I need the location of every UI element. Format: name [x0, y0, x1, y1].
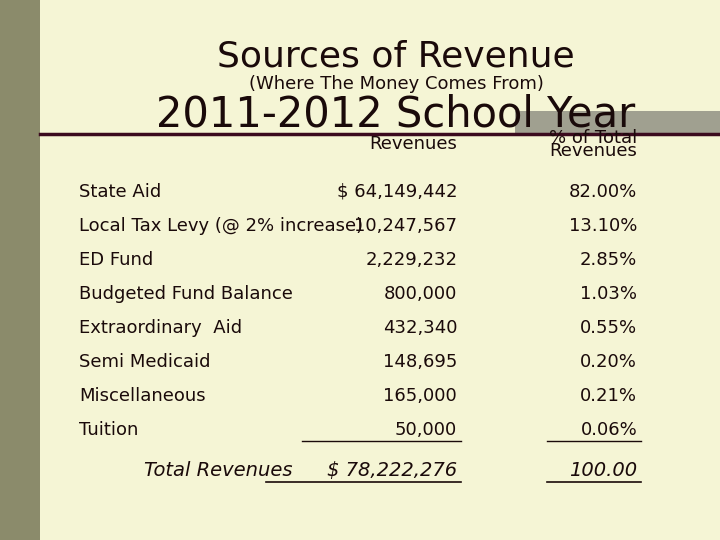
Text: 2,229,232: 2,229,232 — [365, 251, 457, 269]
Text: 13.10%: 13.10% — [569, 217, 637, 235]
Text: 0.55%: 0.55% — [580, 319, 637, 337]
Text: Local Tax Levy (@ 2% increase): Local Tax Levy (@ 2% increase) — [79, 217, 364, 235]
Text: 1.03%: 1.03% — [580, 285, 637, 303]
Text: Tuition: Tuition — [79, 421, 138, 439]
Text: Miscellaneous: Miscellaneous — [79, 387, 206, 405]
Text: 165,000: 165,000 — [384, 387, 457, 405]
Text: $ 78,222,276: $ 78,222,276 — [327, 461, 457, 480]
Text: % of Total: % of Total — [549, 129, 637, 147]
Text: Sources of Revenue: Sources of Revenue — [217, 40, 575, 73]
Text: 0.21%: 0.21% — [580, 387, 637, 405]
Text: 0.20%: 0.20% — [580, 353, 637, 371]
Text: Total Revenues: Total Revenues — [144, 461, 292, 480]
Text: 0.06%: 0.06% — [580, 421, 637, 439]
Text: 82.00%: 82.00% — [569, 183, 637, 201]
Text: Revenues: Revenues — [549, 141, 637, 160]
Text: 50,000: 50,000 — [395, 421, 457, 439]
Text: State Aid: State Aid — [79, 183, 161, 201]
Text: (Where The Money Comes From): (Where The Money Comes From) — [248, 75, 544, 93]
Text: Extraordinary  Aid: Extraordinary Aid — [79, 319, 243, 337]
Text: ED Fund: ED Fund — [79, 251, 153, 269]
Text: 800,000: 800,000 — [384, 285, 457, 303]
Text: Revenues: Revenues — [369, 135, 457, 153]
Text: Semi Medicaid: Semi Medicaid — [79, 353, 211, 371]
Text: 432,340: 432,340 — [383, 319, 457, 337]
Text: 100.00: 100.00 — [569, 461, 637, 480]
Text: 2011-2012 School Year: 2011-2012 School Year — [156, 93, 636, 136]
Text: 2.85%: 2.85% — [580, 251, 637, 269]
Text: 148,695: 148,695 — [383, 353, 457, 371]
Text: 10,247,567: 10,247,567 — [354, 217, 457, 235]
Text: $ 64,149,442: $ 64,149,442 — [337, 183, 457, 201]
Text: Budgeted Fund Balance: Budgeted Fund Balance — [79, 285, 293, 303]
